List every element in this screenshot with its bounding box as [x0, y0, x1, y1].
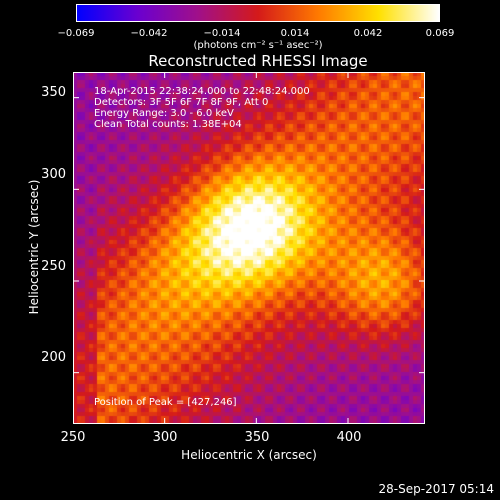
- annotation-energy-range: Energy Range: 3.0 - 6.0 keV: [94, 108, 234, 119]
- x-tick-label: 350: [244, 430, 270, 445]
- peak-position-label: Position of Peak = [427,246]: [94, 397, 237, 408]
- annotation-detectors: Detectors: 3F 5F 6F 7F 8F 9F, Att 0: [94, 97, 269, 108]
- footer-timestamp: 28-Sep-2017 05:14: [378, 482, 494, 496]
- colorbar: [76, 4, 440, 22]
- colorbar-tick: −0.014: [203, 28, 241, 39]
- y-tick-label: 350: [41, 85, 66, 100]
- colorbar-unit-label: (photons cm⁻² s⁻¹ asec⁻²): [193, 40, 323, 51]
- x-tick-label: 400: [336, 430, 362, 445]
- colorbar-tick: 0.069: [425, 28, 455, 39]
- colorbar-tick: 0.014: [280, 28, 310, 39]
- heatmap-image: [73, 72, 425, 424]
- chart-title: Reconstructed RHESSI Image: [148, 52, 368, 70]
- colorbar-tick: −0.069: [57, 28, 95, 39]
- y-tick-label: 300: [41, 167, 66, 182]
- plot-frame: [73, 72, 425, 424]
- annotation-clean-counts: Clean Total counts: 1.38E+04: [94, 119, 242, 130]
- x-tick-label: 300: [152, 430, 178, 445]
- y-tick-label: 200: [41, 350, 66, 365]
- x-axis-label: Heliocentric X (arcsec): [181, 448, 317, 462]
- annotation-time-range: 18-Apr-2015 22:38:24.000 to 22:48:24.000: [94, 86, 310, 97]
- x-tick-label: 250: [60, 430, 86, 445]
- colorbar-tick: −0.042: [130, 28, 168, 39]
- y-axis-label: Heliocentric Y (arcsec): [27, 179, 41, 315]
- y-tick-label: 250: [41, 259, 66, 274]
- colorbar-tick: 0.042: [353, 28, 383, 39]
